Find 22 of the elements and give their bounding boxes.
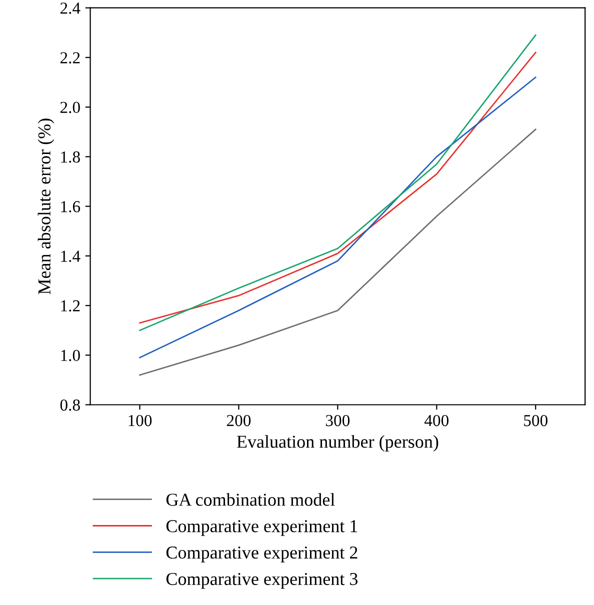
y-axis-title: Mean absolute error (%) [38, 118, 54, 294]
y-tick-label: 1.2 [61, 300, 80, 312]
x-tick-label: 300 [326, 414, 350, 426]
x-tick-label: 500 [524, 414, 548, 426]
y-tick-label: 1.6 [61, 201, 80, 212]
x-tick-label: 200 [226, 414, 251, 426]
legend-label: Comparative experiment 3 [166, 572, 358, 589]
legend-label: Comparative experiment 2 [166, 546, 358, 562]
line-series [139, 76, 536, 358]
y-tick-label: 2.4 [60, 2, 80, 14]
x-tick-label: 400 [424, 414, 449, 426]
legend-label: Comparative experiment 1 [166, 520, 358, 536]
y-tick-label: 1.4 [61, 250, 80, 262]
y-tick-label: 1.8 [61, 151, 80, 163]
y-tick-label: 1.0 [61, 350, 80, 362]
y-tick-label: 2.0 [60, 102, 80, 114]
line-series [139, 128, 536, 376]
y-tick-label: 2.2 [60, 52, 80, 64]
x-tick-label: 100 [128, 414, 152, 426]
legend-label: GA combination model [166, 493, 335, 506]
y-tick-label: 0.8 [60, 399, 80, 411]
x-axis-title: Evaluation number (person) [236, 435, 438, 452]
